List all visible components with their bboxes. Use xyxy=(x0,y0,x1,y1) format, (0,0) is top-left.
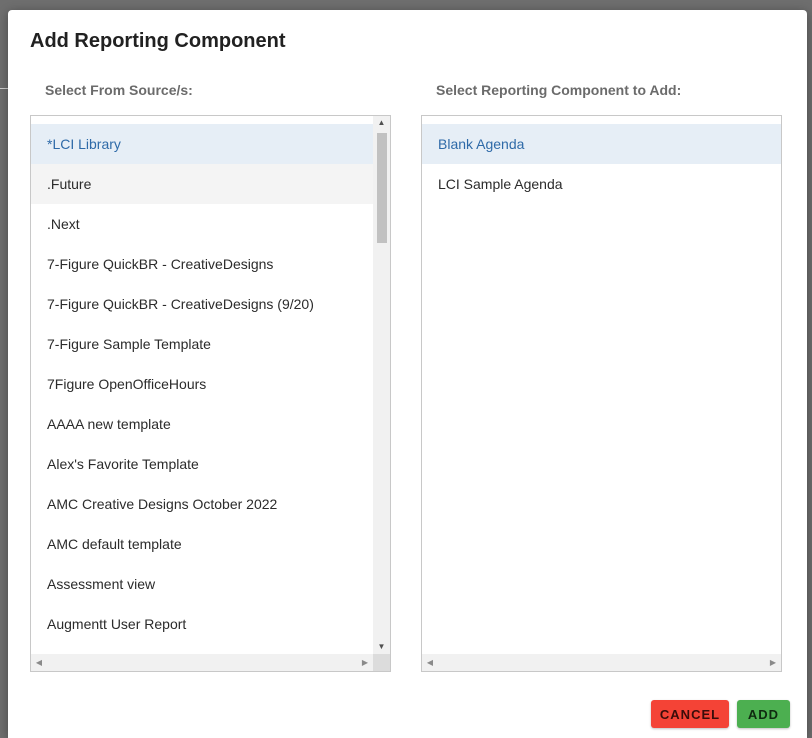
component-panel-label: Select Reporting Component to Add: xyxy=(436,82,682,98)
source-list-item[interactable]: Augmentt User Report xyxy=(47,616,187,632)
triangle-right-icon[interactable]: ▶ xyxy=(361,658,369,667)
source-list-item[interactable]: Assessment view xyxy=(47,576,156,592)
triangle-right-icon[interactable]: ▶ xyxy=(769,658,777,667)
source-list-item[interactable]: AMC Creative Designs October 2022 xyxy=(47,496,278,512)
source-list-item[interactable]: 7Figure OpenOfficeHours xyxy=(47,376,207,392)
cancel-button[interactable]: CANCEL xyxy=(651,700,729,728)
source-list-item[interactable]: .Next xyxy=(47,216,80,232)
triangle-up-icon[interactable]: ▲ xyxy=(377,118,386,127)
source-list-item[interactable]: *LCI Library xyxy=(31,124,373,164)
triangle-left-icon[interactable]: ◀ xyxy=(35,658,43,667)
backdrop-divider xyxy=(0,88,8,89)
source-panel-label: Select From Source/s: xyxy=(45,82,193,98)
source-list-item[interactable]: 7-Figure QuickBR - CreativeDesigns xyxy=(47,256,274,272)
add-reporting-component-dialog: Add Reporting Component Select From Sour… xyxy=(8,10,807,738)
source-list: *LCI Library .Future .Next 7-Figure Quic… xyxy=(31,124,373,644)
add-button[interactable]: ADD xyxy=(737,700,790,728)
scrollbar-corner xyxy=(373,654,390,671)
dialog-title: Add Reporting Component xyxy=(30,30,286,52)
source-list-item[interactable]: AAAA new template xyxy=(47,416,171,432)
source-list-item[interactable]: AMC default template xyxy=(47,536,182,552)
source-list-item[interactable]: Alex's Favorite Template xyxy=(47,456,199,472)
component-list-item[interactable]: Blank Agenda xyxy=(422,124,781,164)
component-list: Blank Agenda LCI Sample Agenda xyxy=(422,124,781,204)
source-horizontal-scrollbar[interactable]: ◀ ▶ xyxy=(31,654,373,671)
source-vertical-scrollbar[interactable]: ▲ ▼ xyxy=(373,116,390,654)
triangle-left-icon[interactable]: ◀ xyxy=(426,658,434,667)
source-scrollbar-thumb[interactable] xyxy=(377,133,387,243)
source-list-item[interactable]: 7-Figure Sample Template xyxy=(47,336,211,352)
source-list-item[interactable]: 7-Figure QuickBR - CreativeDesigns (9/20… xyxy=(47,296,314,312)
component-list-panel[interactable]: Blank Agenda LCI Sample Agenda ◀ ▶ xyxy=(421,115,782,672)
component-list-item[interactable]: LCI Sample Agenda xyxy=(438,176,563,192)
component-horizontal-scrollbar[interactable]: ◀ ▶ xyxy=(422,654,781,671)
source-list-item[interactable]: .Future xyxy=(31,164,373,204)
source-list-panel[interactable]: *LCI Library .Future .Next 7-Figure Quic… xyxy=(30,115,391,672)
triangle-down-icon[interactable]: ▼ xyxy=(377,642,386,651)
